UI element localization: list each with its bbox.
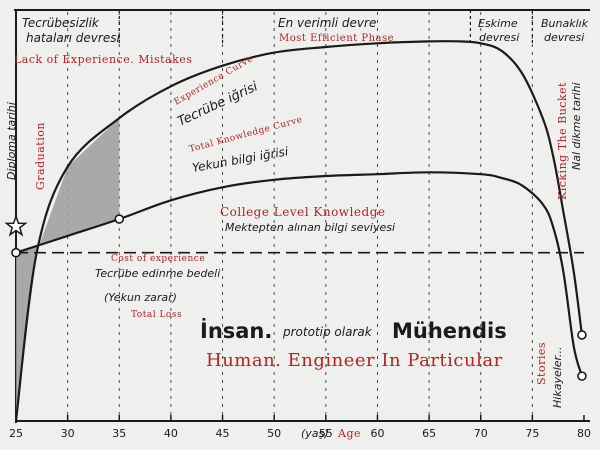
- knowledge-curve: [14, 171, 583, 378]
- x-tick-label: 50: [267, 427, 281, 440]
- cost-experience-en: Cost of experience: [111, 254, 205, 264]
- markers-group: [4, 214, 587, 381]
- phase-label-4b: devresi: [544, 31, 584, 44]
- star-icon: [4, 214, 28, 237]
- stories-en: Stories: [535, 342, 548, 385]
- x-tick-label: 55: [319, 427, 333, 440]
- x-tick-label: 45: [216, 427, 230, 440]
- loss-area-group: [16, 118, 120, 421]
- total-loss-en: Total Loss: [131, 310, 182, 320]
- x-axis-ticks: 25 30 35 40 45 50 55 60 65 70 75 80: [9, 415, 591, 440]
- curve-marker: [114, 214, 125, 224]
- x-tick-label: 65: [422, 427, 436, 440]
- loss-area: [16, 118, 120, 421]
- curve-marker: [577, 330, 587, 340]
- graduation-label-tr: Diploma tarihi: [5, 102, 18, 180]
- x-tick-label: 70: [474, 427, 488, 440]
- experience-curve-tr: Tecrübe iğrisi: [175, 79, 260, 129]
- phase-label-4a: Bunaklık: [541, 17, 589, 30]
- x-tick-label: 25: [9, 427, 23, 440]
- kicking-bucket-en: Kicking The Bucket: [556, 82, 569, 200]
- title-word2: Mühendis: [392, 319, 507, 343]
- x-tick-label: 75: [525, 427, 539, 440]
- phase-label-1a: Tecrübesizlik: [22, 16, 100, 30]
- total-loss-tr: (Yekun zarar): [104, 291, 177, 304]
- title-word1: İnsan.: [200, 318, 272, 343]
- x-tick-label: 40: [164, 427, 178, 440]
- curve-marker: [577, 371, 587, 381]
- phase-label-2-en: Most Efficient Phase: [279, 33, 394, 44]
- kicking-bucket-tr: Nal dikme tarihi: [570, 82, 583, 170]
- college-level-tr: Mektepten alınan bilgi seviyesi: [225, 221, 395, 234]
- phase-label-1-en: Lack of Experience. Mistakes: [14, 53, 192, 66]
- x-tick-label: 80: [577, 427, 591, 440]
- graduation-label-en: Graduation: [34, 122, 47, 190]
- phase-label-1b: hataları devresi: [26, 31, 120, 45]
- title-en: Human. Engineer In Particular: [206, 350, 503, 371]
- x-tick-label: 30: [61, 427, 75, 440]
- series-lines: [14, 40, 584, 423]
- college-level-en: College Level Knowledge: [220, 205, 385, 219]
- x-axis-label-tr: (yaş): [301, 427, 329, 440]
- x-tick-label: 35: [112, 427, 126, 440]
- x-tick-label: 60: [370, 427, 384, 440]
- cost-experience-tr: Tecrübe edinme bedeli: [95, 267, 220, 280]
- phase-separators: [118, 10, 533, 46]
- phase-label-3b: devresi: [479, 31, 519, 44]
- x-axis-label-en: Age: [337, 427, 361, 440]
- title-middle: prototip olarak: [282, 325, 373, 339]
- stories-tr: Hikayeler...: [551, 346, 564, 408]
- phase-label-3a: Eskime: [478, 17, 518, 30]
- curve-marker: [11, 247, 21, 258]
- experience-curve: [14, 40, 583, 423]
- phase-label-2: En verimli devre: [278, 16, 376, 30]
